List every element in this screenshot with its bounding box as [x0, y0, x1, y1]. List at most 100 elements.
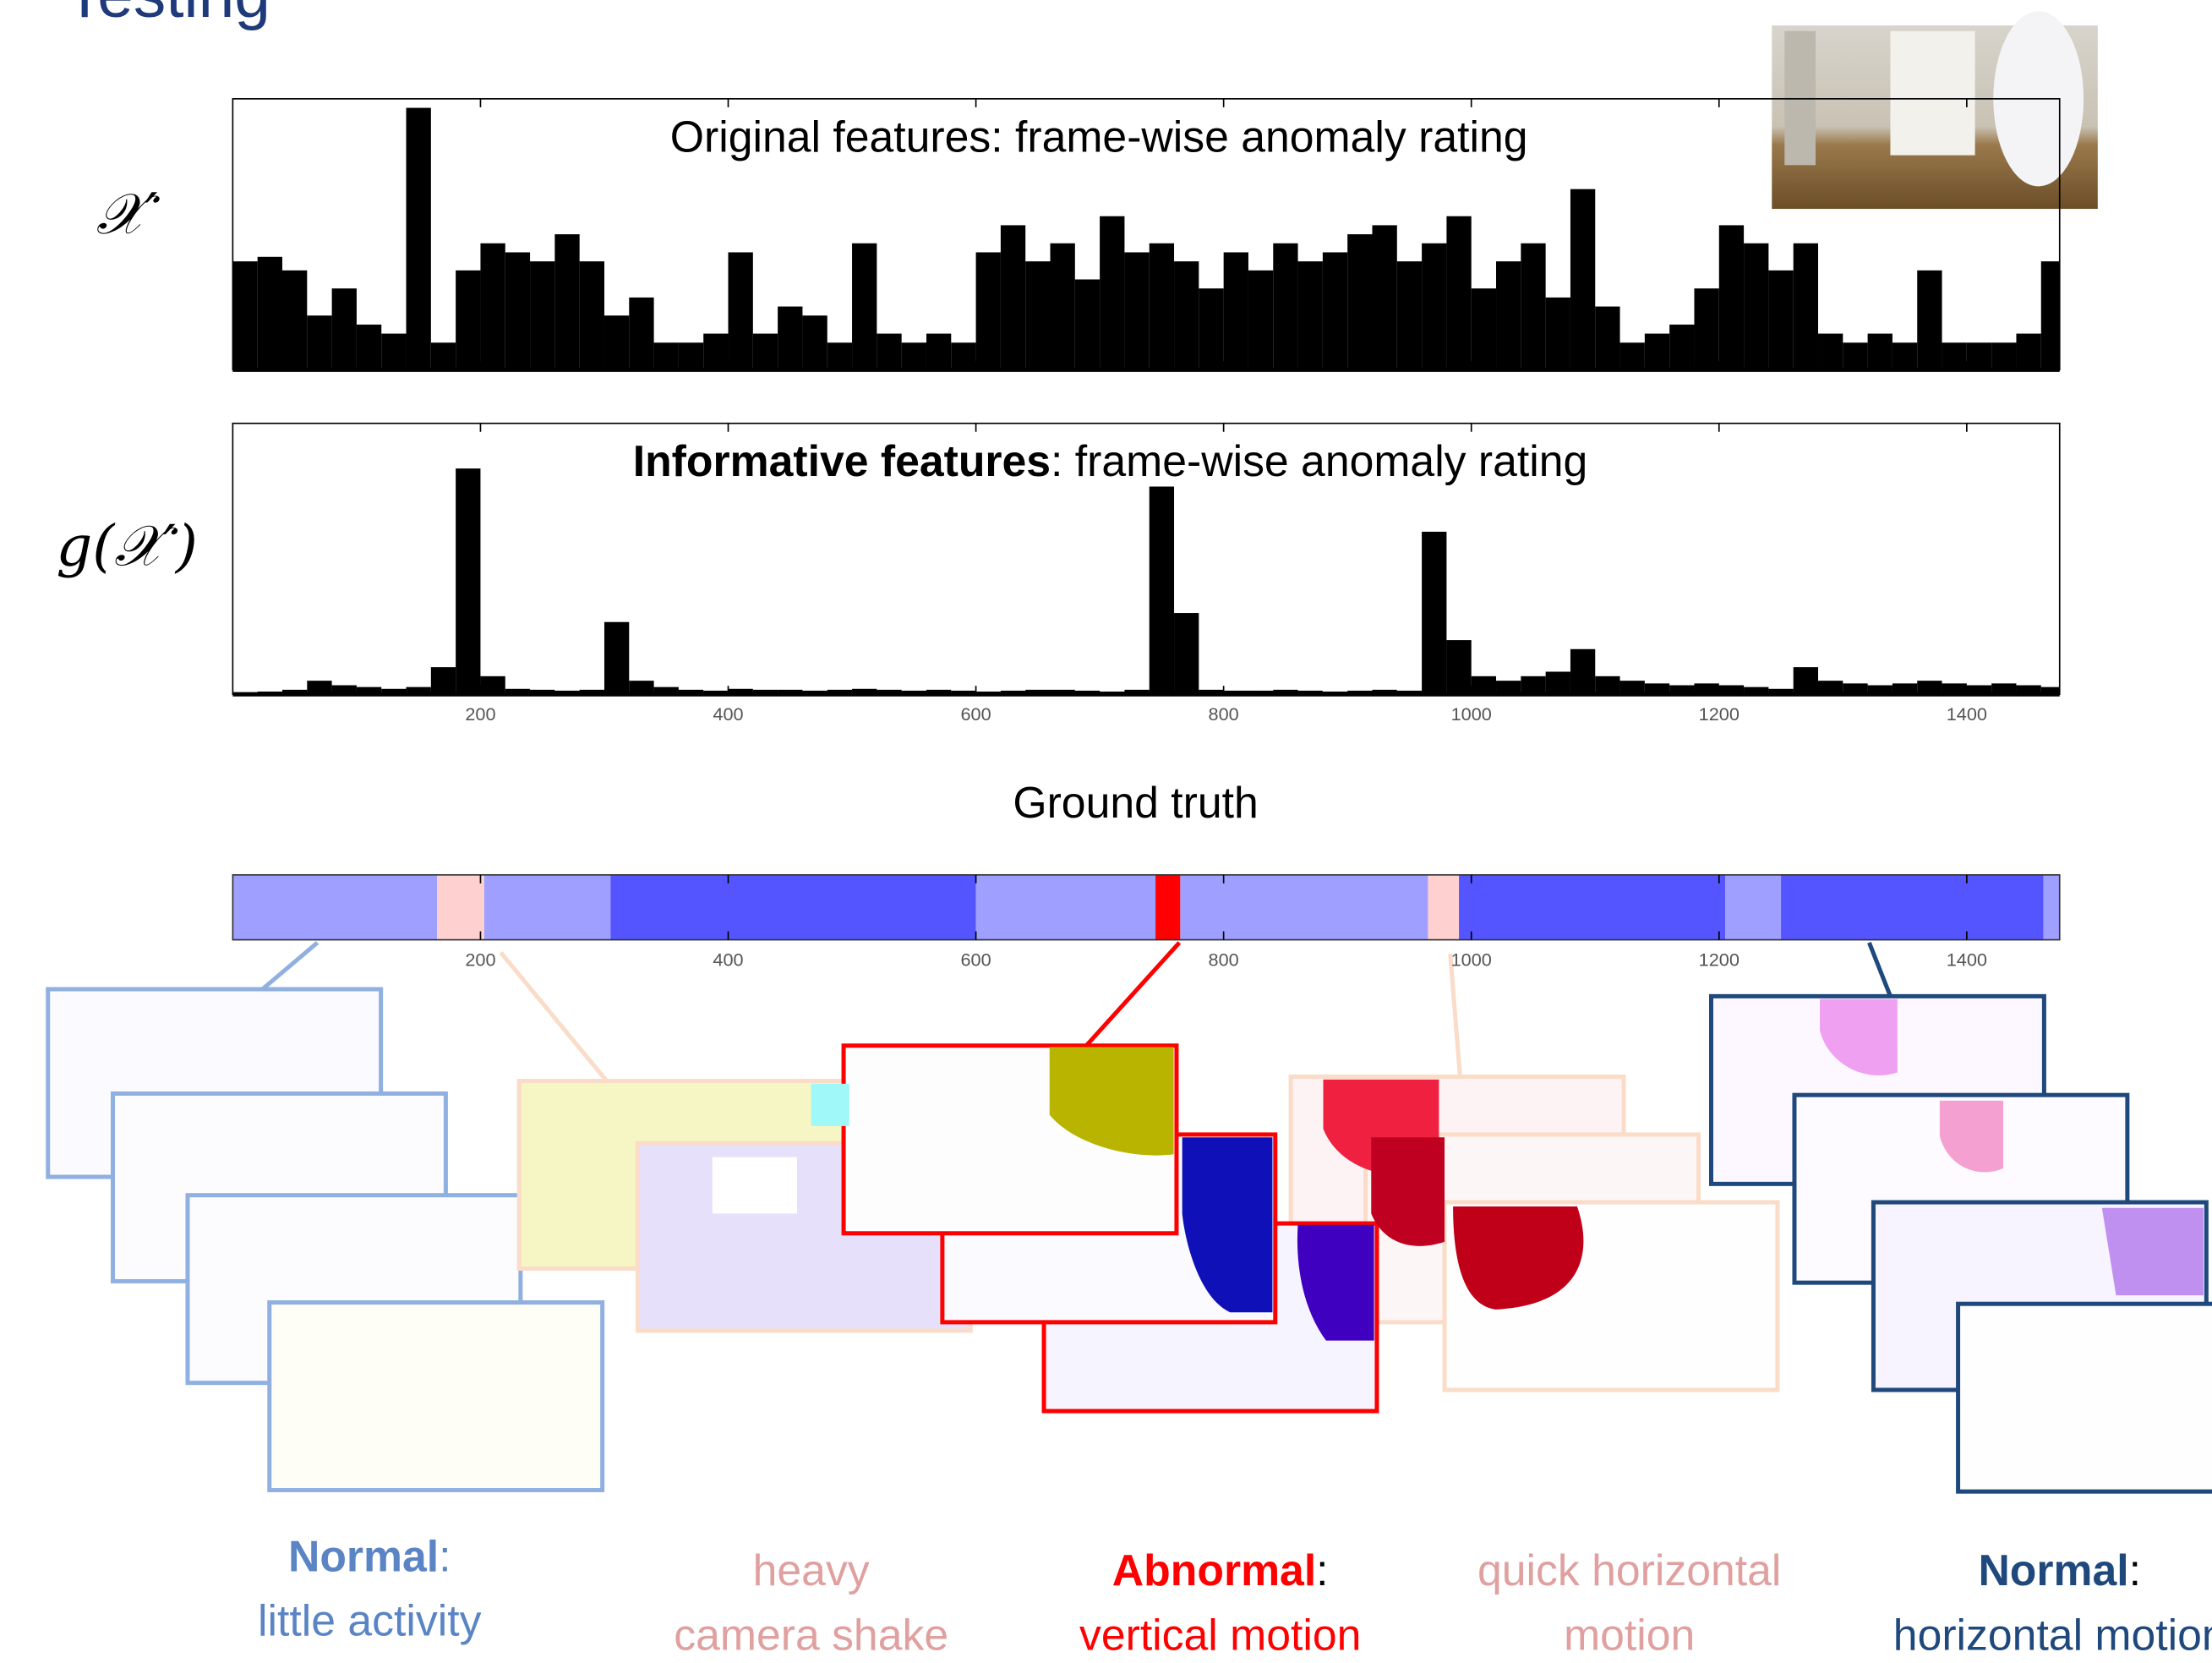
- bar: [1570, 189, 1595, 370]
- bar: [951, 342, 975, 369]
- bar: [2041, 261, 2060, 369]
- bar: [1025, 261, 1050, 369]
- segment: [1428, 875, 1459, 940]
- bar: [480, 243, 505, 370]
- bar: [1124, 252, 1149, 369]
- x-tick-label: 800: [1209, 703, 1239, 725]
- bar: [1818, 334, 1843, 370]
- bar: [1472, 288, 1496, 369]
- bar: [1794, 243, 1818, 370]
- annotation-label: Normal: [288, 1531, 439, 1580]
- bar: [1422, 243, 1446, 370]
- bar: [1768, 271, 1793, 369]
- segment: [1459, 875, 1725, 940]
- bar: [332, 288, 357, 369]
- flow-thumbnails: [48, 943, 2212, 1491]
- bar: [1372, 225, 1396, 369]
- bar: [1595, 307, 1619, 370]
- bar: [1174, 613, 1199, 694]
- x-tick-label: 1200: [1699, 703, 1740, 725]
- x-tick-label: 1400: [1947, 703, 1987, 725]
- title-text: Original features: frame-wise anomaly ra…: [670, 112, 1528, 161]
- bar: [902, 342, 926, 369]
- bar: [1942, 342, 1967, 369]
- bar: [580, 261, 604, 369]
- x-tick-label: 1400: [1947, 949, 1987, 970]
- segment: [1725, 875, 1781, 940]
- bar: [1645, 334, 1669, 370]
- segment: [1781, 875, 2044, 940]
- bar: [1051, 243, 1075, 370]
- x-tick-label: 600: [960, 703, 991, 725]
- bar: [431, 342, 456, 369]
- annotation-label: Abnormal: [1112, 1545, 1316, 1595]
- bar: [703, 334, 728, 370]
- x-tick-label: 200: [465, 703, 495, 725]
- bar: [604, 315, 629, 369]
- bar: [282, 271, 307, 369]
- title-emphasis: Informative features: [633, 436, 1051, 485]
- bar: [976, 252, 1001, 369]
- x-tick-label: 400: [713, 949, 743, 970]
- bar: [258, 257, 282, 370]
- bar: [1298, 261, 1323, 369]
- segment: [1155, 875, 1180, 940]
- annotation-line1: quick horizontal: [1477, 1545, 1781, 1595]
- annotation-line1: Abnormal:: [1112, 1545, 1329, 1595]
- bar: [1967, 342, 1991, 369]
- bar: [1174, 261, 1199, 369]
- bar: [1719, 225, 1744, 369]
- slide-title: Testing: [65, 0, 270, 31]
- annotation-line1: Normal:: [288, 1531, 451, 1580]
- bar: [554, 234, 579, 369]
- bar: [1273, 243, 1297, 370]
- x-tick-label: 600: [960, 949, 991, 970]
- chart-title: Informative features: frame-wise anomaly…: [633, 436, 1588, 485]
- annotation-label: Normal: [1978, 1545, 2128, 1595]
- x-tick-label: 200: [465, 949, 495, 970]
- bar: [802, 315, 827, 369]
- bar: [1991, 342, 2016, 369]
- bar: [1570, 649, 1595, 694]
- bar: [456, 468, 480, 694]
- bar: [604, 622, 629, 694]
- bar: [1347, 234, 1372, 369]
- annotation-line1: Normal:: [1978, 1545, 2141, 1595]
- bar: [1669, 325, 1694, 369]
- bar: [654, 342, 679, 369]
- bar: [827, 342, 852, 369]
- segment: [610, 875, 975, 940]
- bar: [1446, 640, 1471, 694]
- annotation-text: heavy: [753, 1545, 870, 1595]
- bar: [1546, 671, 1570, 694]
- chart-title: Ground truth: [1013, 778, 1258, 827]
- bar: [1100, 216, 1124, 370]
- page: {"header":{"title":"Testing"}, "chart_da…: [0, 0, 2212, 1663]
- bar: [357, 325, 381, 369]
- x-tick-label: 1000: [1451, 703, 1492, 725]
- slide: Testing: [0, 0, 2212, 1663]
- bar: [1521, 676, 1545, 694]
- bar: [1843, 342, 1867, 369]
- x-tick-label: 800: [1209, 949, 1239, 970]
- annotation-line2: horizontal motion: [1893, 1610, 2212, 1659]
- annotation-sep: :: [2129, 1545, 2141, 1595]
- bar: [629, 298, 653, 369]
- segment: [2044, 875, 2060, 940]
- bar: [381, 334, 406, 370]
- bar: [1892, 342, 1917, 369]
- bar: [1868, 334, 1892, 370]
- y-label: 𝒳′: [96, 181, 161, 247]
- bar: [778, 307, 802, 370]
- annotation-sep: :: [1316, 1545, 1328, 1595]
- title-text: : frame-wise anomaly rating: [1051, 436, 1587, 485]
- bar: [926, 334, 951, 370]
- bar: [1224, 252, 1248, 369]
- bar: [1150, 487, 1174, 695]
- bar: [1150, 243, 1174, 370]
- bar: [877, 334, 901, 370]
- bar: [1546, 298, 1570, 369]
- annotation-line2: vertical motion: [1079, 1610, 1361, 1659]
- chart-title: Original features: frame-wise anomaly ra…: [670, 112, 1528, 161]
- bar: [852, 243, 877, 370]
